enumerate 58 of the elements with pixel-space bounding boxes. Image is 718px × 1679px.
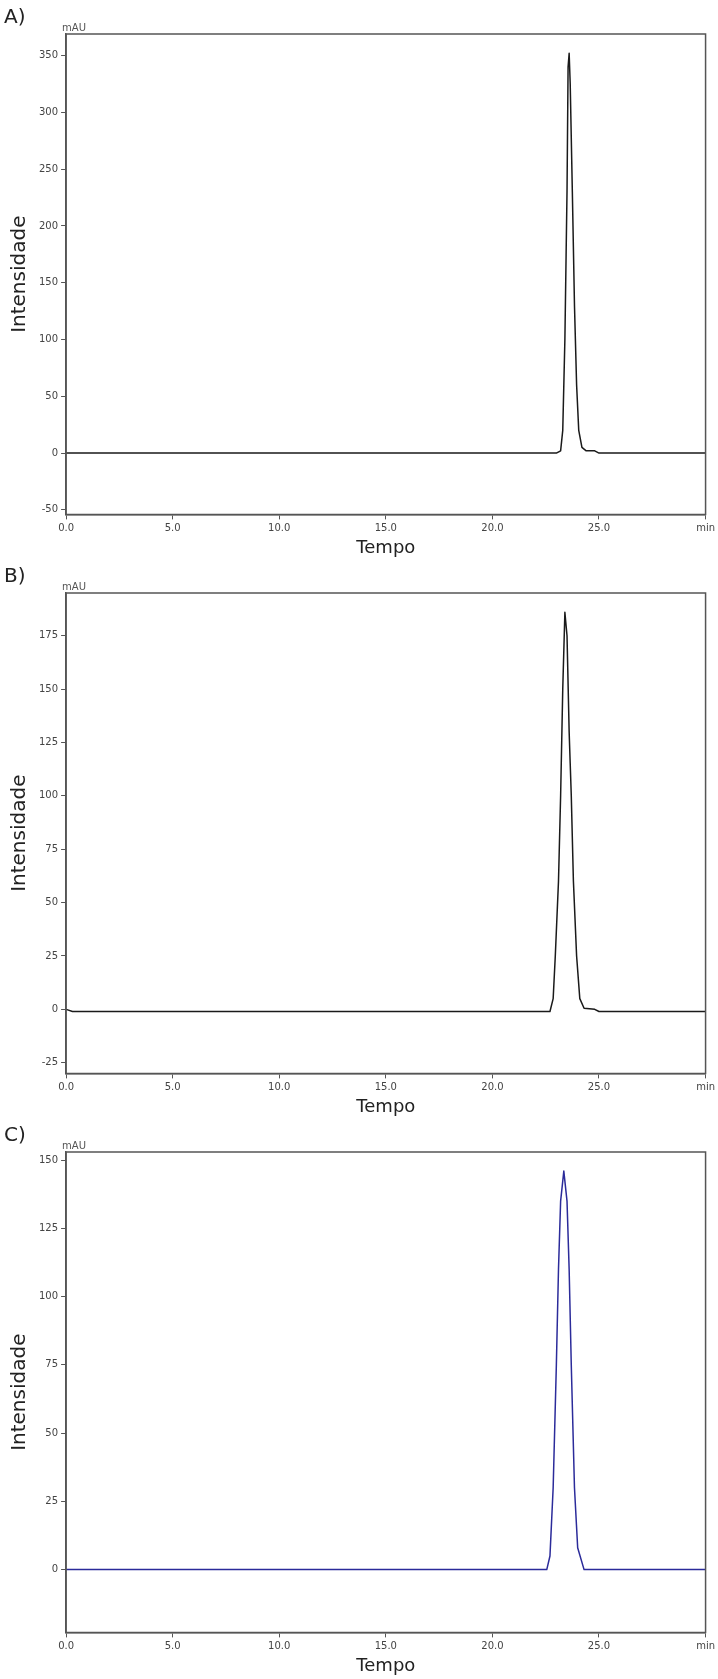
y-axis-title: Intensidade xyxy=(6,215,31,333)
y-axis-title: Intensidade xyxy=(6,1333,31,1451)
y-tick-label: 75 xyxy=(45,842,59,854)
y-tick-label: 100 xyxy=(38,1290,59,1302)
x-tick-label: 5.0 xyxy=(164,1639,181,1651)
x-tick-label: 15.0 xyxy=(374,1080,397,1092)
x-tick-label: min xyxy=(696,1080,715,1092)
y-tick-label: 300 xyxy=(38,105,59,117)
chart-title: C) xyxy=(4,1122,26,1147)
y-tick-label: 200 xyxy=(38,219,59,231)
y-tick-label: 50 xyxy=(45,389,59,401)
text: mAU xyxy=(62,21,86,33)
x-tick-label: 20.0 xyxy=(481,521,504,533)
y-tick-label: 125 xyxy=(38,736,59,748)
y-tick-label: 175 xyxy=(38,629,59,641)
y-tick-label: 75 xyxy=(45,1358,59,1370)
x-tick-label: 10.0 xyxy=(268,1080,291,1092)
chart-title: A) xyxy=(4,4,26,29)
y-tick-label: 0 xyxy=(51,1002,59,1014)
y-tick-label: 0 xyxy=(51,446,59,458)
y-tick-label: 25 xyxy=(45,949,59,961)
x-tick-label: min xyxy=(696,1639,715,1651)
text: mAU xyxy=(62,580,86,592)
y-tick-label: 50 xyxy=(45,896,59,908)
x-axis-title: Tempo xyxy=(355,1653,416,1675)
chart-title: B) xyxy=(4,563,26,588)
x-tick-label: 5.0 xyxy=(164,521,181,533)
y-tick-label: 25 xyxy=(45,1494,59,1506)
text: mAU xyxy=(62,1139,86,1151)
y-tick-label: -25 xyxy=(41,1056,59,1068)
y-axis-title: Intensidade xyxy=(6,774,31,892)
x-tick-label: 25.0 xyxy=(587,1080,611,1092)
y-tick-label: 100 xyxy=(38,333,59,345)
y-tick-label: 100 xyxy=(38,789,59,801)
x-axis-title: Tempo xyxy=(355,1094,416,1116)
x-tick-label: min xyxy=(696,521,715,533)
y-tick-label: 50 xyxy=(45,1426,59,1438)
y-tick-label: 350 xyxy=(38,49,59,61)
x-tick-label: 10.0 xyxy=(268,521,291,533)
x-tick-label: 25.0 xyxy=(587,1639,611,1651)
y-tick-label: -50 xyxy=(41,503,59,515)
y-tick-label: 150 xyxy=(38,682,59,694)
x-tick-label: 15.0 xyxy=(374,521,397,533)
y-tick-label: 150 xyxy=(38,1153,59,1165)
x-tick-label: 25.0 xyxy=(587,521,611,533)
x-tick-label: 20.0 xyxy=(481,1639,504,1651)
y-tick-label: 150 xyxy=(38,276,59,288)
x-tick-label: 0.0 xyxy=(58,521,75,533)
y-tick-label: 250 xyxy=(38,162,59,174)
y-tick-label: 0 xyxy=(51,1563,59,1575)
x-tick-label: 10.0 xyxy=(268,1639,291,1651)
x-tick-label: 0.0 xyxy=(58,1080,75,1092)
x-tick-label: 15.0 xyxy=(374,1639,397,1651)
x-tick-label: 0.0 xyxy=(58,1639,75,1651)
x-axis-title: Tempo xyxy=(355,535,416,557)
y-tick-label: 125 xyxy=(38,1222,59,1234)
x-tick-label: 20.0 xyxy=(481,1080,504,1092)
x-tick-label: 5.0 xyxy=(164,1080,181,1092)
